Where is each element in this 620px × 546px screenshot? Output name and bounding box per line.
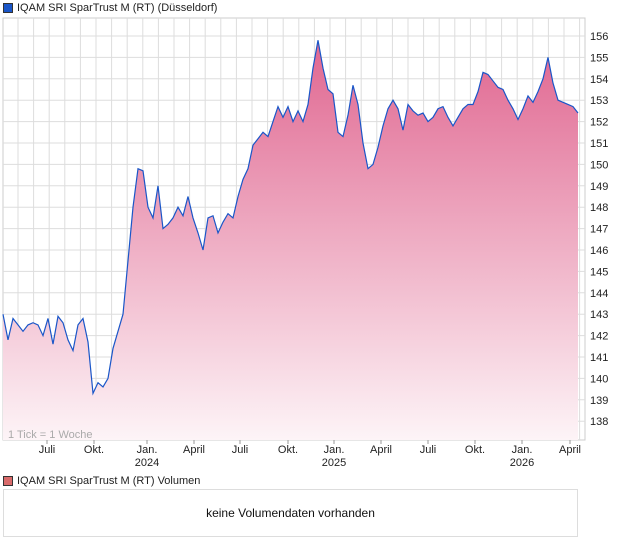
y-tick-label: 141 — [590, 352, 608, 364]
y-tick-label: 142 — [590, 331, 608, 343]
volume-title: IQAM SRI SparTrust M (RT) Volumen — [17, 475, 201, 487]
y-tick-label: 152 — [590, 117, 608, 129]
volume-swatch-icon — [3, 476, 13, 486]
volume-legend: IQAM SRI SparTrust M (RT) Volumen — [3, 475, 200, 487]
y-tick-label: 149 — [590, 181, 608, 193]
x-tick-year: 2025 — [322, 457, 346, 469]
x-tick-year: 2024 — [135, 457, 159, 469]
y-tick-label: 155 — [590, 52, 608, 64]
price-legend: IQAM SRI SparTrust M (RT) (Düsseldorf) — [3, 2, 217, 14]
y-tick-label: 143 — [590, 309, 608, 321]
tick-note: 1 Tick = 1 Woche — [8, 429, 92, 441]
x-tick-label: April — [559, 444, 581, 456]
price-swatch-icon — [3, 3, 13, 13]
x-tick-label: Juli — [420, 444, 437, 456]
y-tick-label: 144 — [590, 288, 608, 300]
y-tick-label: 153 — [590, 95, 608, 107]
x-tick-label: Okt. — [278, 444, 298, 456]
chart-title: IQAM SRI SparTrust M (RT) (Düsseldorf) — [17, 2, 218, 14]
x-tick-label: Jan. — [324, 444, 345, 456]
x-tick-label: April — [370, 444, 392, 456]
y-tick-label: 139 — [590, 395, 608, 407]
price-area — [3, 40, 578, 440]
y-tick-label: 146 — [590, 245, 608, 257]
x-tick-label: Okt. — [84, 444, 104, 456]
x-tick-label: April — [183, 444, 205, 456]
x-tick-year: 2026 — [510, 457, 534, 469]
volume-message: keine Volumendaten vorhanden — [206, 506, 375, 520]
x-tick-label: Jan. — [512, 444, 533, 456]
price-line — [2, 40, 579, 396]
x-tick-label: Jan. — [137, 444, 158, 456]
x-tick-label: Okt. — [465, 444, 485, 456]
y-tick-label: 145 — [590, 266, 608, 278]
x-tick-label: Juli — [232, 444, 249, 456]
y-tick-label: 147 — [590, 224, 608, 236]
y-tick-label: 150 — [590, 159, 608, 171]
y-tick-label: 140 — [590, 373, 608, 385]
y-tick-label: 154 — [590, 74, 608, 86]
y-tick-label: 151 — [590, 138, 608, 150]
y-tick-label: 156 — [590, 31, 608, 43]
x-tick-label: Juli — [39, 444, 56, 456]
price-chart: 138 139 140 141 142 143 144 145 146 147 148 149 150 1… — [2, 17, 608, 469]
y-tick-label: 138 — [590, 416, 608, 428]
volume-panel: keine Volumendaten vorhanden — [3, 489, 578, 537]
y-tick-label: 148 — [590, 202, 608, 214]
